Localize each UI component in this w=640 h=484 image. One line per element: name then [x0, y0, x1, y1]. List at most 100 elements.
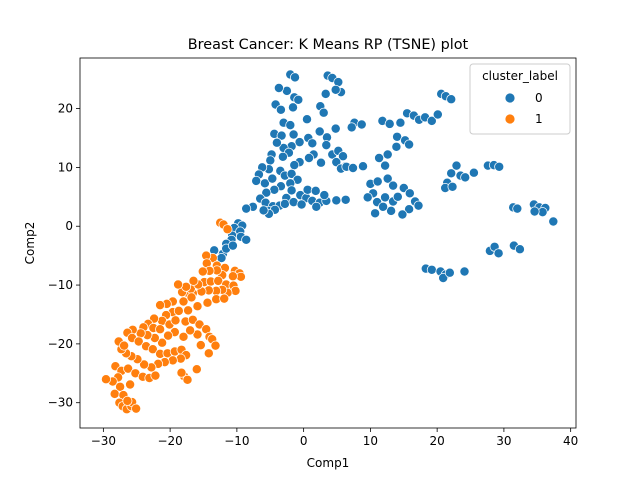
data-point-cluster-0 [382, 149, 393, 160]
data-point-cluster-1 [167, 355, 178, 366]
data-point-cluster-0 [372, 176, 383, 187]
data-point-cluster-0 [404, 204, 415, 215]
data-point-cluster-1 [187, 314, 198, 325]
data-point-cluster-0 [374, 153, 385, 163]
legend-box [469, 63, 571, 135]
data-point-cluster-0 [314, 126, 325, 137]
data-point-cluster-0 [259, 178, 270, 189]
data-point-cluster-0 [340, 194, 351, 205]
data-point-cluster-0 [432, 109, 443, 120]
data-point-cluster-1 [157, 337, 168, 348]
data-point-cluster-0 [404, 188, 415, 199]
data-point-cluster-1 [227, 271, 238, 282]
y-tick-label: −10 [48, 278, 73, 292]
data-point-cluster-0 [318, 107, 329, 118]
legend-label-cluster-1: 1 [535, 112, 543, 126]
data-point-cluster-1 [163, 330, 174, 341]
data-point-cluster-1 [230, 285, 241, 296]
x-tick-label: 10 [363, 434, 378, 448]
data-point-cluster-1 [109, 388, 120, 399]
data-point-cluster-1 [185, 325, 196, 336]
data-point-cluster-0 [384, 118, 395, 129]
data-point-cluster-0 [447, 181, 458, 192]
data-point-cluster-0 [288, 102, 298, 113]
data-point-cluster-1 [203, 348, 214, 359]
data-point-cluster-0 [460, 172, 471, 183]
data-point-cluster-0 [444, 267, 455, 278]
data-point-cluster-0 [265, 155, 276, 166]
data-point-cluster-0 [330, 84, 341, 95]
data-point-cluster-1 [222, 224, 233, 235]
data-point-cluster-0 [320, 88, 331, 99]
data-point-cluster-0 [438, 273, 449, 283]
data-point-cluster-0 [397, 209, 408, 220]
data-point-cluster-0 [273, 83, 284, 93]
data-point-cluster-0 [362, 192, 373, 203]
data-point-cluster-0 [261, 187, 272, 198]
data-point-cluster-0 [302, 184, 313, 195]
data-point-cluster-1 [178, 296, 189, 307]
data-point-cluster-1 [122, 395, 133, 406]
data-point-cluster-1 [155, 300, 166, 311]
data-point-cluster-1 [155, 324, 166, 335]
x-tick-label: 40 [563, 434, 578, 448]
data-point-cluster-0 [529, 206, 540, 217]
y-axis: −30 −20 −10 0 10 20 [48, 102, 80, 410]
data-point-cluster-0 [413, 200, 424, 211]
data-point-cluster-0 [331, 195, 342, 206]
data-point-cluster-0 [446, 168, 457, 179]
data-point-cluster-1 [133, 336, 144, 347]
data-point-cluster-0 [227, 240, 238, 251]
legend-marker-cluster-1 [504, 113, 516, 125]
data-point-cluster-0 [277, 151, 288, 162]
x-tick-label: 30 [496, 434, 511, 448]
data-point-cluster-1 [195, 340, 206, 351]
data-point-cluster-0 [307, 138, 318, 149]
data-point-cluster-0 [267, 173, 278, 184]
data-point-cluster-0 [378, 201, 389, 212]
data-point-cluster-0 [392, 191, 403, 202]
data-point-cluster-0 [330, 123, 341, 134]
data-point-cluster-0 [446, 94, 457, 105]
data-point-cluster-0 [321, 140, 332, 151]
data-point-cluster-0 [271, 137, 282, 148]
data-point-cluster-0 [279, 198, 290, 209]
data-point-cluster-0 [382, 173, 393, 184]
legend-label-cluster-0: 0 [535, 91, 543, 105]
data-point-cluster-0 [356, 119, 367, 130]
data-point-cluster-0 [304, 153, 314, 163]
x-axis: −30 −20 −10 0 10 20 30 40 [91, 428, 578, 448]
legend-title: cluster_label [482, 69, 558, 83]
data-point-cluster-0 [296, 199, 307, 210]
data-point-cluster-1 [183, 305, 194, 316]
y-tick-label: −30 [48, 396, 73, 410]
y-tick-label: 20 [58, 102, 73, 116]
data-point-cluster-0 [319, 190, 330, 201]
data-point-cluster-1 [125, 379, 136, 390]
data-point-cluster-1 [176, 367, 187, 378]
data-point-cluster-1 [150, 370, 161, 381]
data-point-cluster-0 [548, 216, 559, 227]
data-point-cluster-0 [285, 120, 296, 131]
data-point-cluster-0 [404, 139, 415, 150]
data-point-cluster-0 [316, 157, 326, 168]
data-point-cluster-1 [197, 266, 208, 277]
data-point-cluster-1 [192, 301, 203, 312]
data-point-cluster-1 [178, 331, 189, 342]
data-point-cluster-1 [170, 315, 181, 326]
x-tick-label: −10 [224, 434, 249, 448]
data-point-cluster-0 [251, 175, 262, 186]
data-point-cluster-0 [395, 117, 406, 128]
data-point-cluster-0 [388, 180, 399, 191]
data-point-cluster-1 [191, 364, 202, 375]
x-tick-label: −30 [91, 434, 116, 448]
points-layer [101, 69, 559, 415]
data-point-cluster-1 [119, 340, 130, 351]
data-point-cluster-1 [147, 344, 158, 355]
data-point-cluster-0 [426, 264, 437, 275]
data-point-cluster-1 [173, 279, 184, 290]
data-point-cluster-0 [514, 244, 525, 255]
plot-frame [79, 57, 577, 429]
data-point-cluster-0 [338, 151, 348, 162]
